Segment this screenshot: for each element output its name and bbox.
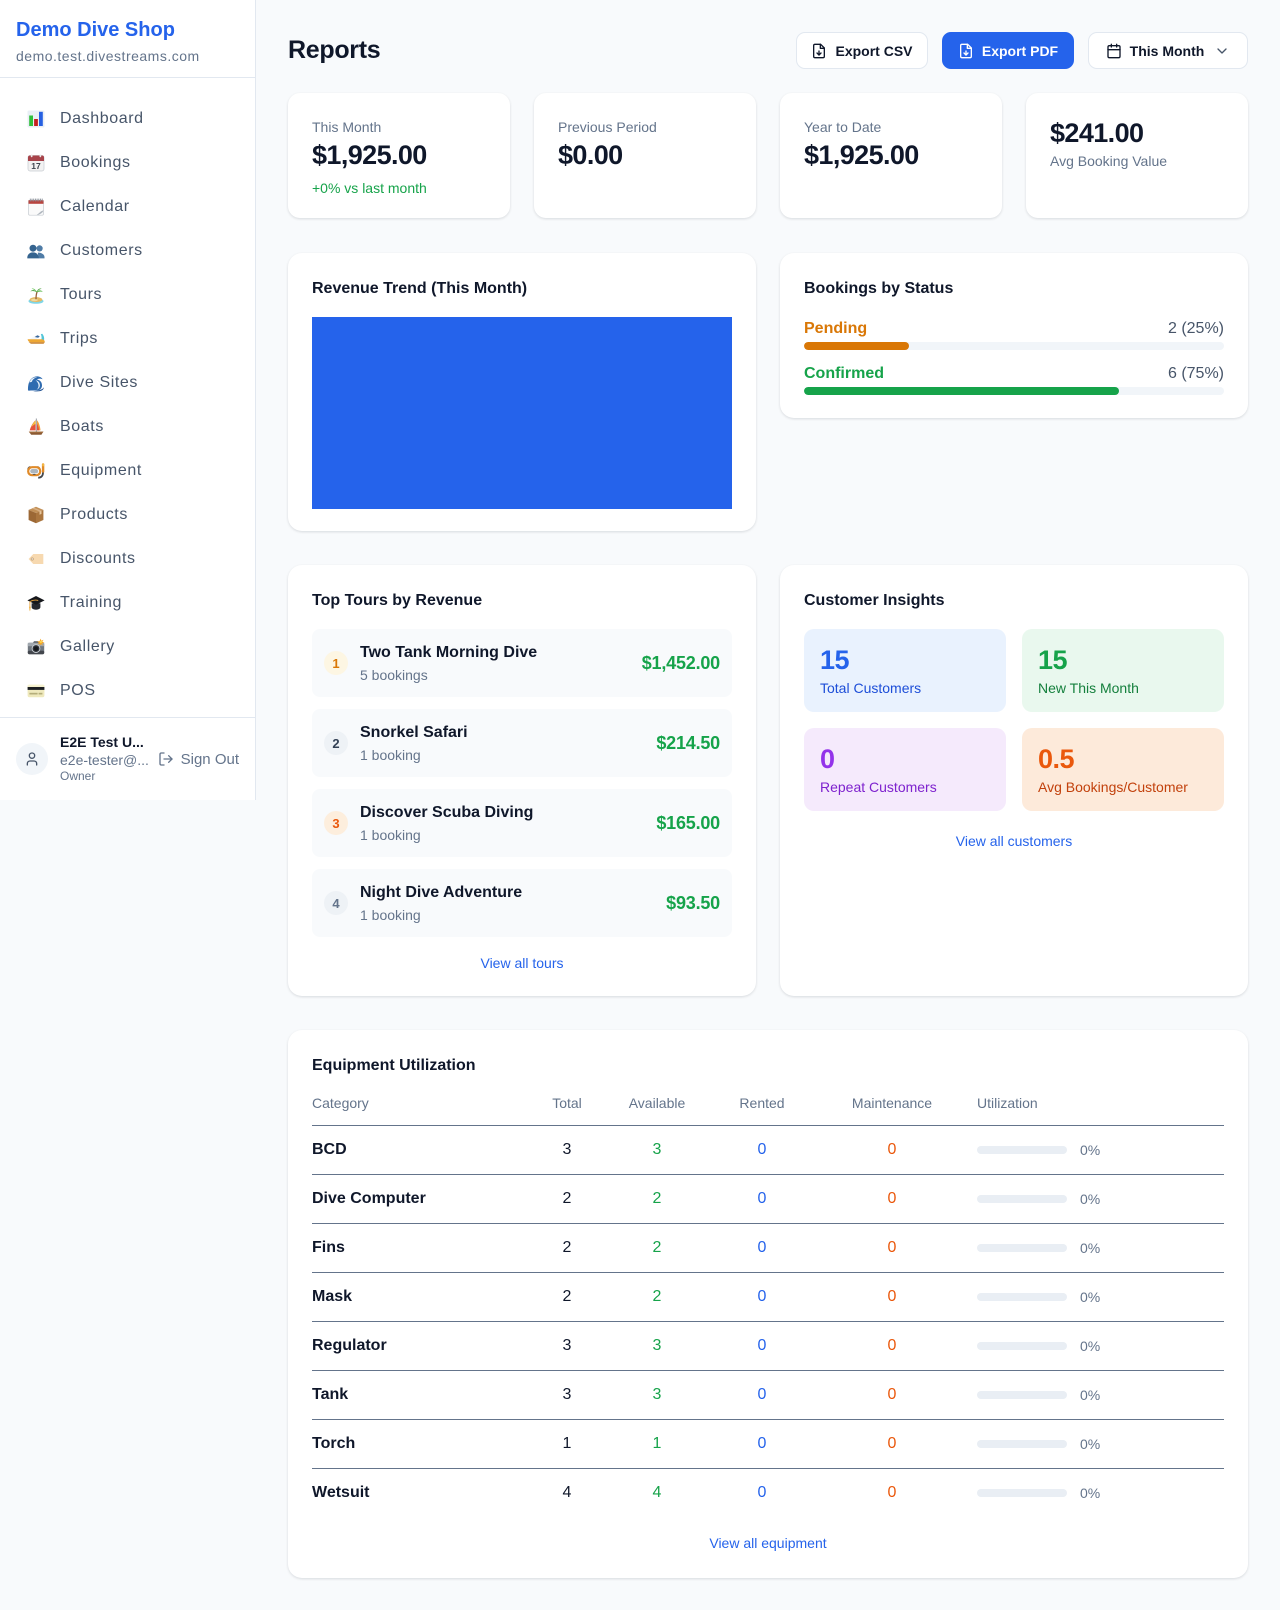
svg-text:17: 17 — [31, 161, 41, 171]
